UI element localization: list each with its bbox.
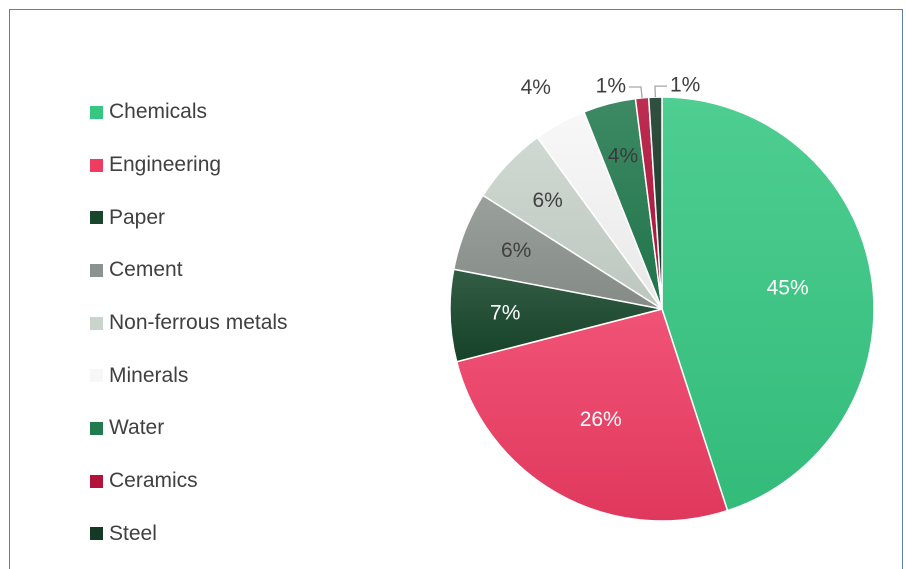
legend-swatch-steel	[90, 527, 103, 541]
leader-line-steel	[654, 85, 667, 98]
chart-legend: Chemicals Engineering Paper Cement Non-f…	[90, 86, 288, 560]
legend-item-minerals: Minerals	[90, 349, 288, 402]
legend-label-chemicals: Chemicals	[109, 100, 208, 124]
data-label-water: 4%	[608, 145, 638, 168]
data-label-chemicals: 45%	[767, 277, 809, 300]
legend-item-steel: Steel	[90, 508, 288, 561]
legend-label-non-ferrous-metals: Non-ferrous metals	[109, 311, 288, 335]
legend-swatch-paper	[90, 211, 103, 225]
legend-swatch-minerals	[90, 369, 103, 383]
pie-leader-lines	[629, 85, 667, 99]
pie-chart: 45% 26% 7% 6% 6% 4% 4% 1% 1%	[449, 74, 875, 522]
data-label-steel: 1%	[670, 74, 700, 97]
data-label-engineering: 26%	[580, 408, 622, 431]
data-label-paper: 7%	[490, 301, 520, 324]
pie-slices	[449, 96, 875, 522]
data-label-minerals: 4%	[521, 76, 551, 99]
legend-label-ceramics: Ceramics	[109, 469, 198, 493]
data-label-cement: 6%	[501, 239, 531, 262]
legend-item-chemicals: Chemicals	[90, 86, 288, 139]
legend-item-engineering: Engineering	[90, 139, 288, 192]
legend-label-water: Water	[109, 416, 165, 440]
data-label-ceramics: 1%	[596, 75, 626, 98]
data-label-non-ferrous-metals: 6%	[532, 189, 562, 212]
legend-swatch-chemicals	[90, 105, 103, 119]
legend-label-minerals: Minerals	[109, 363, 189, 387]
pie-data-labels: 45% 26% 7% 6% 6% 4% 4% 1% 1%	[490, 74, 809, 431]
legend-item-cement: Cement	[90, 244, 288, 297]
legend-label-paper: Paper	[109, 205, 166, 229]
legend-item-ceramics: Ceramics	[90, 455, 288, 508]
legend-label-engineering: Engineering	[109, 153, 222, 177]
leader-line-ceramics	[629, 86, 643, 99]
legend-swatch-non-ferrous-metals	[90, 316, 103, 330]
pie-slice-chemicals	[661, 96, 875, 512]
legend-swatch-water	[90, 421, 103, 435]
legend-swatch-engineering	[90, 158, 103, 172]
legend-item-paper: Paper	[90, 191, 288, 244]
legend-label-steel: Steel	[109, 521, 157, 545]
legend-item-water: Water	[90, 402, 288, 455]
pie-slice-engineering	[455, 308, 729, 522]
legend-item-non-ferrous-metals: Non-ferrous metals	[90, 297, 288, 350]
legend-swatch-cement	[90, 263, 103, 277]
legend-swatch-ceramics	[90, 474, 103, 488]
legend-label-cement: Cement	[109, 258, 183, 282]
chart-frame	[9, 9, 903, 569]
